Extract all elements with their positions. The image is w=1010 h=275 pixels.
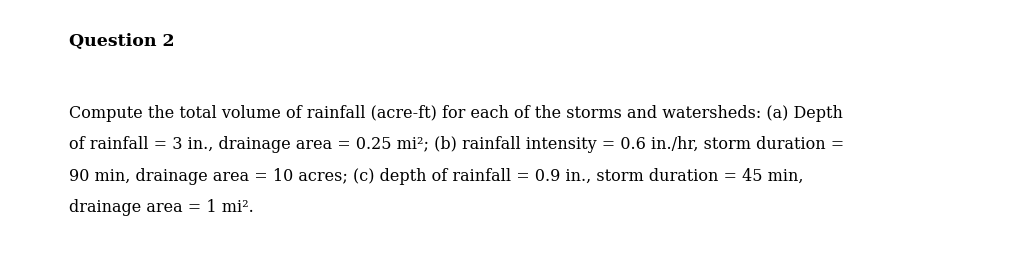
Text: Compute the total volume of rainfall (acre-ft) for each of the storms and waters: Compute the total volume of rainfall (ac… <box>69 104 842 122</box>
Text: of rainfall = 3 in., drainage area = 0.25 mi²; (b) rainfall intensity = 0.6 in./: of rainfall = 3 in., drainage area = 0.2… <box>69 136 844 153</box>
Text: drainage area = 1 mi².: drainage area = 1 mi². <box>69 199 254 216</box>
Text: 90 min, drainage area = 10 acres; (c) depth of rainfall = 0.9 in., storm duratio: 90 min, drainage area = 10 acres; (c) de… <box>69 168 803 185</box>
Text: Question 2: Question 2 <box>69 33 174 50</box>
